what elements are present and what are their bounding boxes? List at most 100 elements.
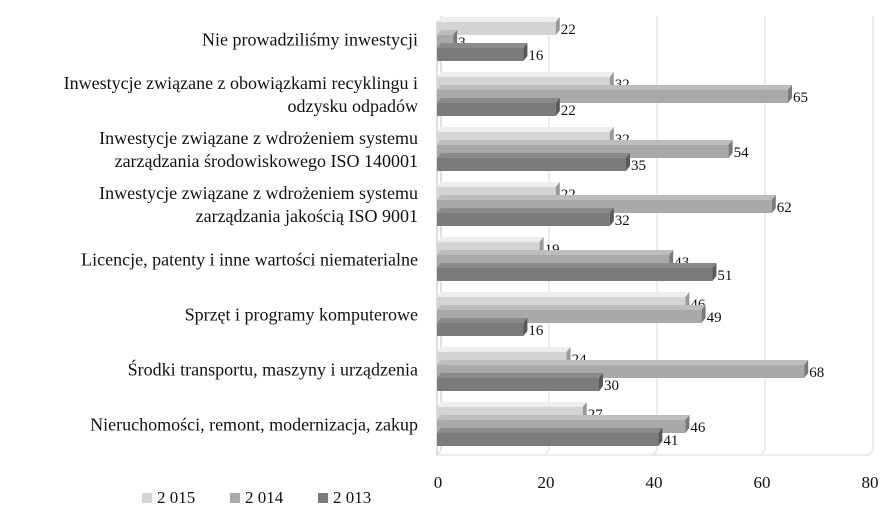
bar-end <box>555 17 560 35</box>
bar-top <box>437 428 663 433</box>
bar <box>437 428 663 446</box>
category-label: Nie prowadziliśmy inwestycji <box>202 30 418 50</box>
bar-top <box>437 98 560 103</box>
bar-top <box>437 415 690 420</box>
bar-front <box>437 268 713 281</box>
bar-top <box>437 72 614 77</box>
bar-end <box>555 98 560 116</box>
category-label: Środki transportu, maszyny i urządzenia <box>128 359 418 380</box>
category-labels: Nie prowadziliśmy inwestycji Inwestycje z… <box>64 30 418 435</box>
bar-top <box>437 30 458 35</box>
bar-top <box>437 250 674 255</box>
bar-top <box>437 195 776 200</box>
bar-top <box>437 140 733 145</box>
category-label: Licencje, patenty i inne wartości niemat… <box>81 250 418 270</box>
bar <box>437 373 603 391</box>
legend-swatch <box>230 493 240 503</box>
bar-end <box>658 428 663 446</box>
bar-end <box>523 318 528 336</box>
bar-front <box>437 213 610 226</box>
data-label: 32 <box>615 213 630 229</box>
bar-top <box>437 347 571 352</box>
data-label: 16 <box>528 323 544 339</box>
gridline-floor <box>868 449 874 456</box>
data-label: 54 <box>734 145 750 161</box>
legend-item: 2 015 <box>142 488 195 507</box>
legend-label: 2 014 <box>245 488 284 507</box>
bar <box>437 43 528 61</box>
data-label: 22 <box>561 22 576 38</box>
data-label: 30 <box>604 378 619 394</box>
bar-top <box>437 153 630 158</box>
bar-top <box>437 43 528 48</box>
category-label: Nieruchomości, remont, modernizacja, zak… <box>90 415 418 435</box>
x-tick-label: 60 <box>754 473 771 492</box>
legend-item: 2 013 <box>318 488 371 507</box>
data-label: 22 <box>561 103 576 119</box>
bar-top <box>437 305 706 310</box>
bar-top <box>437 263 717 268</box>
data-label: 41 <box>663 433 678 449</box>
data-label: 46 <box>690 420 706 436</box>
data-label: 49 <box>707 310 722 326</box>
bar-front <box>437 158 626 171</box>
x-tick-label: 80 <box>862 473 879 492</box>
bar-end <box>712 263 717 281</box>
bar-top <box>437 85 792 90</box>
category-label: Sprzęt i programy komputerowe <box>185 305 418 325</box>
bar-front <box>437 22 556 35</box>
bar <box>437 318 528 336</box>
data-label: 62 <box>777 200 792 216</box>
bar-front <box>437 48 524 61</box>
data-label: 35 <box>631 158 646 174</box>
x-axis-ticks: 0 20 40 60 80 <box>434 473 879 492</box>
bar-front <box>437 378 599 391</box>
gridline-floor <box>544 449 550 456</box>
x-tick-label: 20 <box>538 473 555 492</box>
bar <box>437 153 630 171</box>
bar-top <box>437 17 560 22</box>
bar <box>437 263 717 281</box>
legend: 2 015 2 014 2 013 <box>142 488 371 507</box>
x-tick-label: 40 <box>646 473 663 492</box>
legend-swatch <box>142 493 152 503</box>
legend-label: 2 015 <box>157 488 195 507</box>
bar-front <box>437 323 524 336</box>
bar-front <box>437 433 659 446</box>
gridline-floor <box>652 449 658 456</box>
bar <box>437 208 614 226</box>
bar <box>437 98 560 116</box>
bar-top <box>437 292 690 297</box>
gridline-floor <box>760 449 766 456</box>
gridline-floor <box>436 449 442 456</box>
bar-end <box>609 208 614 226</box>
bar-end <box>685 415 690 433</box>
bar-end <box>728 140 733 158</box>
bar-top <box>437 237 544 242</box>
data-label: 16 <box>528 48 544 64</box>
bar-top <box>437 127 614 132</box>
category-label: Inwestycje związane z obowiązkami recykl… <box>64 73 418 116</box>
data-label: 51 <box>717 268 732 284</box>
bar-end <box>599 373 603 391</box>
legend-item: 2 014 <box>230 488 284 507</box>
bar-end <box>788 85 792 103</box>
legend-swatch <box>318 493 328 503</box>
x-tick-label: 0 <box>434 473 443 492</box>
bar-end <box>626 153 630 171</box>
category-label: Inwestycje związane z wdrożeniem systemu… <box>99 183 418 226</box>
bar-top <box>437 402 587 407</box>
bar-end <box>804 360 809 378</box>
bar-top <box>437 373 603 378</box>
bar-end <box>771 195 776 213</box>
bars: 2231632652232543522623219435146491624683… <box>437 17 824 449</box>
data-label: 68 <box>809 365 824 381</box>
bar-top <box>437 182 560 187</box>
bar-top <box>437 360 809 365</box>
data-label: 65 <box>793 90 808 106</box>
legend-label: 2 013 <box>333 488 371 507</box>
category-label: Inwestycje związane z wdrożeniem systemu… <box>99 128 418 171</box>
bar-end <box>701 305 706 323</box>
data-label: 3 <box>458 35 466 51</box>
